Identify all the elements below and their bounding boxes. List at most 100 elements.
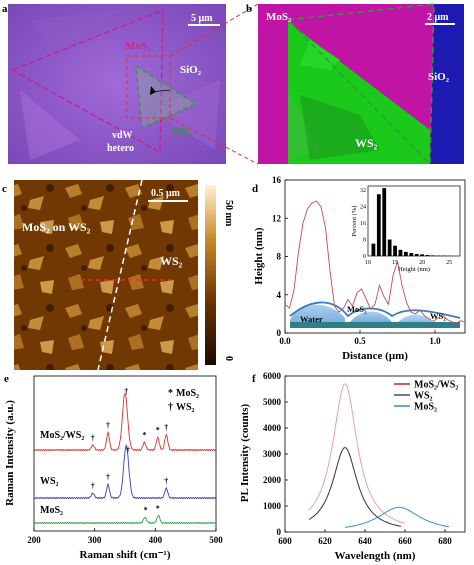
raman-series-line xyxy=(34,392,217,452)
inset-bar xyxy=(425,254,430,256)
panel-d: d Water MoS₂ WS₂ 0.0 0.5 1.0 0 4 8 12 16 10 15 20… xyxy=(252,175,466,362)
mos2-triangle-outline xyxy=(10,9,164,154)
peak-marker: * xyxy=(144,506,148,515)
height-profile-line xyxy=(284,200,466,324)
d-ytick-label: 8 xyxy=(277,252,282,262)
f-ylabel: PL Intensity (counts) xyxy=(239,403,251,502)
d-xlabel: Distance (μm) xyxy=(342,350,408,362)
peak-marker: † xyxy=(124,387,128,396)
label-mos2-b: MoS₂ xyxy=(266,11,292,23)
inset-ytick-label: 16 xyxy=(360,221,366,227)
inset-xtick-label: 20 xyxy=(419,260,425,266)
inset-bar xyxy=(371,243,376,256)
d-ytick-label: 4 xyxy=(277,290,282,300)
d-ytick-label: 0 xyxy=(277,328,282,338)
raman-series-label: MoS₂ xyxy=(40,505,63,516)
peak-marker: † xyxy=(126,445,130,454)
f-ytick-label: 3000 xyxy=(263,449,282,459)
label-ws2-b: WS₂ xyxy=(355,136,378,150)
pl-series-line xyxy=(308,383,406,524)
panel-letter-e: e xyxy=(4,373,9,385)
panel-letter-b: b xyxy=(246,3,252,15)
e-ylabel: Raman Intensity (a.u.) xyxy=(4,400,16,506)
panel-letter-f: f xyxy=(252,373,256,385)
colorbar-bottom-label: 0 xyxy=(223,356,234,361)
inset-bar xyxy=(414,253,419,256)
inset-bar xyxy=(393,245,397,256)
panel-b: b 2 μm MoS₂ SiO₂ WS₂ xyxy=(246,3,464,166)
f-xtick-label: 660 xyxy=(398,536,412,546)
label-sio2-a: SiO₂ xyxy=(180,64,202,76)
inset-ytick-label: 24 xyxy=(360,205,366,211)
schematic-water: Water xyxy=(300,314,323,324)
legend-label-ws2: WS₂ xyxy=(176,402,195,413)
plot-frame-f xyxy=(284,375,466,533)
peak-marker: † xyxy=(164,477,168,486)
inset-bar xyxy=(382,188,387,256)
f-xlabel: Wavelength (nm) xyxy=(335,550,416,562)
e-xlabel: Raman shift (cm⁻¹) xyxy=(80,549,171,561)
scale-label-b: 2 μm xyxy=(427,12,449,23)
raman-series-label: MoS₂/WS₂ xyxy=(40,430,84,441)
peak-marker: † xyxy=(106,421,110,430)
legend-symbol-dagger: † xyxy=(168,402,173,413)
inset-xlabel: Height (nm) xyxy=(398,266,430,273)
inset-bar xyxy=(409,252,414,256)
scale-label-a: 5 μm xyxy=(191,13,213,24)
colorbar xyxy=(205,185,216,365)
e-xtick-label: 300 xyxy=(88,535,102,545)
pl-series-line xyxy=(308,446,402,527)
f-ytick-label: 2000 xyxy=(263,475,282,485)
e-legend: * MoS₂ † WS₂ xyxy=(168,388,199,413)
schematic-ws2: WS₂ xyxy=(430,311,446,321)
d-xtick-label: 0.0 xyxy=(279,336,291,346)
legend-label: MoS₂/WS₂ xyxy=(414,380,458,391)
panel-e: e 200 300 400 500 †††** †MoS₂/WS₂††††WS₂* *Mo… xyxy=(4,373,223,561)
inset-xtick-label: 10 xyxy=(365,260,371,266)
peak-marker: † xyxy=(106,473,110,482)
peak-marker: † xyxy=(91,433,95,442)
f-ytick-label: 5000 xyxy=(263,397,282,407)
label-ws2-c: WS₂ xyxy=(160,254,183,268)
colorbar-top-label: 50 nm xyxy=(223,200,234,227)
f-xtick-label: 620 xyxy=(318,536,332,546)
panel-letter-a: a xyxy=(2,3,8,15)
schematic-mos2: MoS₂ xyxy=(347,304,367,314)
label-mos2-on-ws2: MoS₂ on WS₂ xyxy=(22,220,91,234)
d-ytick-label: 16 xyxy=(272,175,282,185)
panel-c: c 0.5 μm MoS₂ on WS₂ WS₂ 50 nm 0 xyxy=(2,179,234,371)
scale-label-c: 0.5 μm xyxy=(151,188,181,199)
e-xtick-label: 500 xyxy=(209,535,223,545)
panel-letter-d: d xyxy=(252,183,258,195)
d-ylabel: Height (nm) xyxy=(253,227,265,284)
f-xtick-label: 640 xyxy=(358,536,372,546)
f-xtick-label: 680 xyxy=(438,536,452,546)
label-ws2-a: WS₂ xyxy=(172,126,193,138)
inset-frame xyxy=(367,185,461,257)
inset-ylabel: Percent (%) xyxy=(351,206,358,237)
inset-bar xyxy=(420,254,425,256)
raman-series-line xyxy=(33,444,217,500)
inset-bar xyxy=(387,239,392,256)
substrate xyxy=(290,322,460,328)
pl-series-line xyxy=(344,506,450,528)
f-xtick-label: 600 xyxy=(278,536,292,546)
d-xtick-label: 1.0 xyxy=(429,336,441,346)
inset-bar xyxy=(431,255,435,256)
panel-letter-c: c xyxy=(2,183,7,195)
f-ytick-label: 6000 xyxy=(263,371,282,381)
inset-xtick-label: 25 xyxy=(446,260,452,266)
d-ytick-label: 12 xyxy=(272,213,282,223)
peak-marker: * xyxy=(142,430,146,439)
peak-marker: † xyxy=(91,481,95,490)
peak-marker: * xyxy=(156,504,160,513)
schematic: Water MoS₂ WS₂ xyxy=(289,301,461,328)
label-mos2-a: MoS₂ xyxy=(125,40,151,52)
edge-line xyxy=(97,179,143,371)
legend-label-mos2: MoS₂ xyxy=(176,388,199,399)
f-ytick-label: 1000 xyxy=(263,501,282,511)
d-xtick-label: 0.5 xyxy=(354,336,366,346)
legend-label: WS₂ xyxy=(414,391,433,402)
e-xtick-label: 200 xyxy=(27,535,41,545)
